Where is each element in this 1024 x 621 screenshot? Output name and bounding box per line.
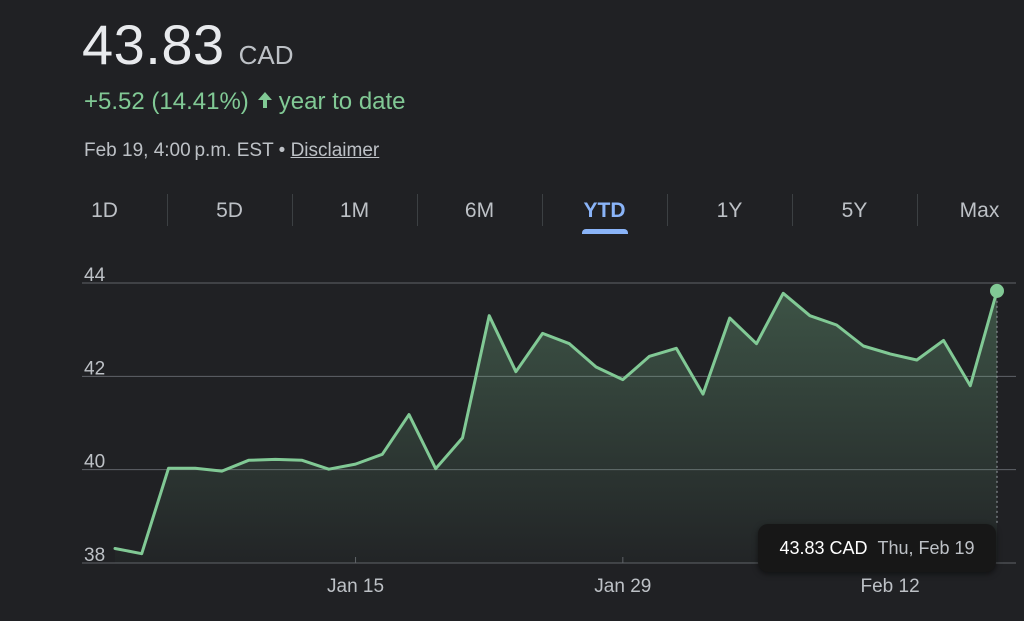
change-period: year to date: [278, 88, 406, 115]
currency-label: CAD: [238, 40, 294, 70]
disclaimer-link[interactable]: Disclaimer: [290, 140, 380, 161]
x-tick-label: Jan 15: [327, 576, 384, 597]
tab-label: 1D: [91, 199, 118, 222]
tab-6m[interactable]: 6M: [417, 192, 542, 236]
y-tick-label: 44: [84, 265, 106, 286]
price-change: +5.52 (14.41%) year to date: [84, 88, 406, 116]
tab-max[interactable]: Max: [917, 192, 1024, 236]
price-header: 43.83 CAD: [82, 12, 294, 77]
chart-line-layer: [113, 283, 1004, 556]
area-fill: [115, 290, 997, 563]
hover-tooltip: 43.83 CAD Thu, Feb 19: [758, 524, 996, 572]
timestamp: Feb 19, 4:00 p.m. EST: [84, 140, 274, 161]
chart-area: [115, 290, 997, 563]
tooltip-date: Thu, Feb 19: [877, 537, 975, 558]
tab-1m[interactable]: 1M: [292, 192, 417, 236]
tooltip-value: 43.83 CAD: [779, 537, 868, 558]
y-tick-label: 38: [84, 545, 105, 566]
tab-label: 1Y: [716, 199, 743, 222]
y-tick-label: 40: [84, 452, 105, 473]
tab-5d[interactable]: 5D: [167, 192, 292, 236]
change-value: +5.52 (14.41%): [84, 88, 249, 115]
tab-1d[interactable]: 1D: [42, 192, 167, 236]
price-line: [113, 289, 999, 556]
tab-label: 5Y: [841, 199, 868, 222]
tab-5y[interactable]: 5Y: [792, 192, 917, 236]
arrow-up-icon: [257, 88, 273, 116]
tab-label: 5D: [216, 199, 243, 222]
x-axis-ticks: Jan 15 Jan 29 Feb 12: [327, 557, 920, 597]
range-tabs: 1D 5D 1M 6M YTD 1Y 5Y Max: [42, 192, 1024, 236]
tab-label: YTD: [583, 199, 626, 222]
tab-label: 6M: [464, 199, 495, 222]
tab-label: 1M: [339, 199, 370, 222]
separator-dot: •: [278, 140, 286, 161]
tab-label: Max: [959, 199, 1000, 222]
x-tick-label: Jan 29: [594, 576, 651, 597]
tab-ytd[interactable]: YTD: [542, 192, 667, 236]
tab-indicator: [581, 229, 628, 234]
tab-1y[interactable]: 1Y: [667, 192, 792, 236]
current-price: 43.83: [82, 13, 225, 76]
y-tick-label: 42: [84, 358, 105, 379]
x-tick-label: Feb 12: [861, 576, 920, 597]
timestamp-row: Feb 19, 4:00 p.m. EST • Disclaimer: [84, 140, 379, 162]
hover-point: [990, 283, 1004, 298]
